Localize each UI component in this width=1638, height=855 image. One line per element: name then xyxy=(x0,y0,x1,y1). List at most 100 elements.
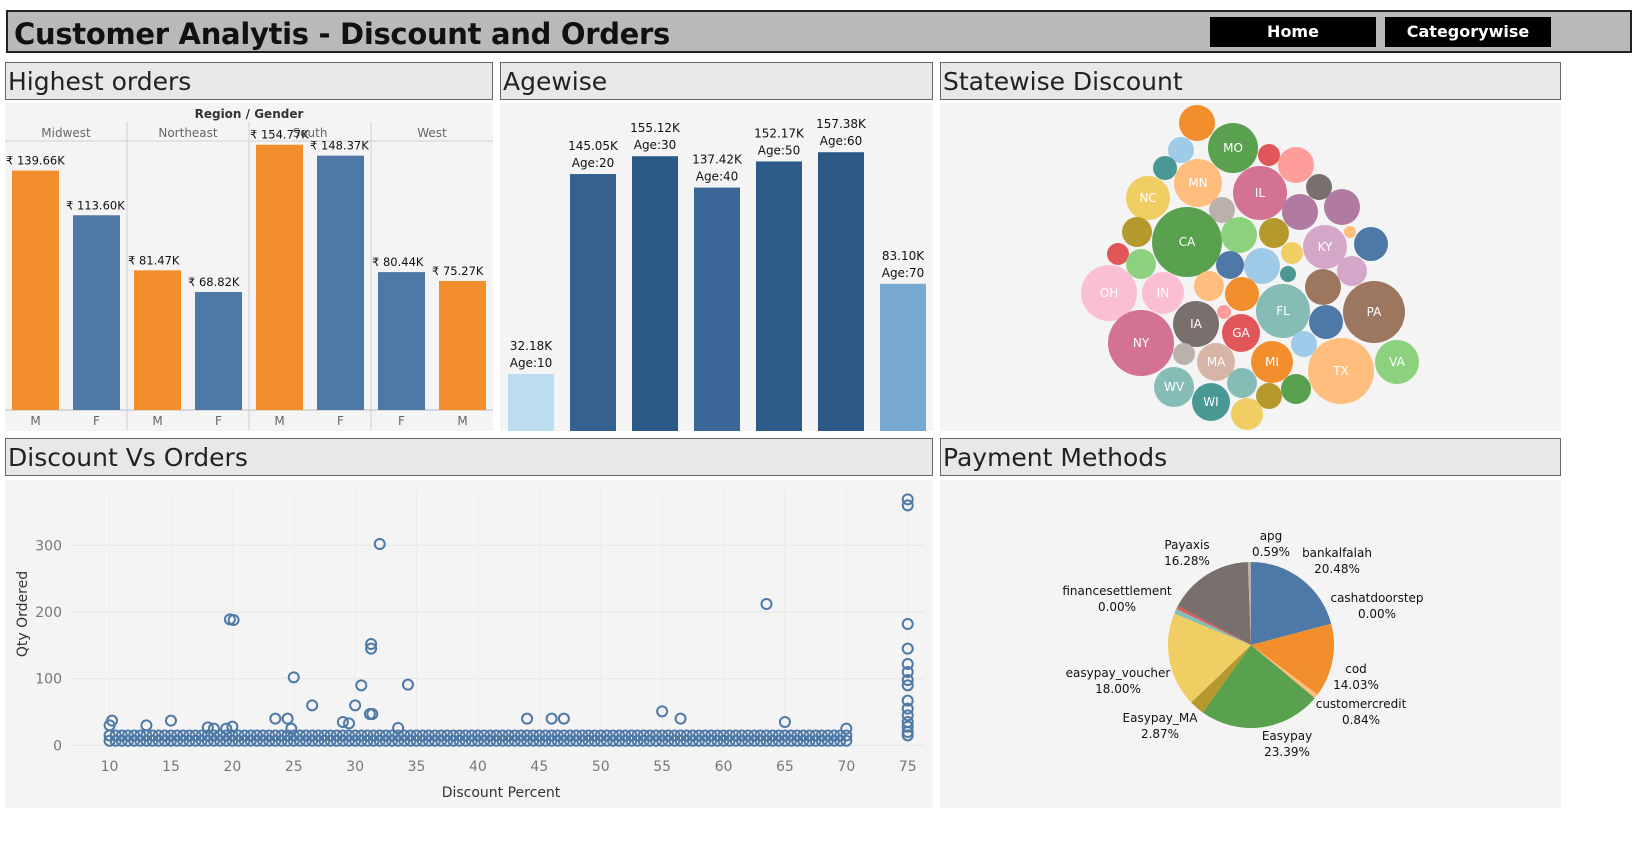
gender-label: F xyxy=(398,414,405,428)
state-bubble-label: FL xyxy=(1276,304,1290,318)
orders-bar-label: ₹ 139.66K xyxy=(6,154,65,168)
scatter-point xyxy=(220,722,233,735)
age-bar-value: 155.12K xyxy=(630,121,681,135)
age-bar-age: Age:20 xyxy=(572,156,615,170)
pie-label-name: cashatdoorstep xyxy=(1330,591,1423,605)
scatter-point xyxy=(901,493,914,506)
orders-bar-label: ₹ 80.44K xyxy=(372,255,424,269)
age-bar-age: Age:10 xyxy=(510,356,553,370)
scatter-point xyxy=(778,716,791,728)
scatter-point xyxy=(840,729,853,742)
gender-label: M xyxy=(457,414,467,428)
state-bubble xyxy=(1122,217,1152,247)
state-bubble xyxy=(1152,207,1222,277)
highest-orders-header: Highest orders xyxy=(5,62,493,100)
scatter-point xyxy=(901,618,914,630)
orders-bar xyxy=(378,272,425,410)
scatter-point xyxy=(106,714,119,727)
orders-bar xyxy=(439,280,486,410)
orders-bar xyxy=(12,170,59,410)
scatter-point xyxy=(306,699,319,712)
age-bar xyxy=(694,187,740,431)
age-bar xyxy=(880,283,926,431)
scatter-ytick: 100 xyxy=(35,672,62,688)
dashboard-title-bar: Customer Analytis - Discount and Orders … xyxy=(6,10,1632,53)
scatter-xtick: 15 xyxy=(162,759,180,775)
scatter-ylabel: Qty Ordered xyxy=(15,571,31,657)
scatter-point xyxy=(207,722,220,735)
age-bar xyxy=(756,161,802,431)
scatter-point xyxy=(674,712,687,725)
scatter-point xyxy=(901,709,914,722)
state-bubble xyxy=(1337,256,1367,286)
age-bar xyxy=(632,156,678,431)
state-bubble-label: IL xyxy=(1255,186,1266,200)
scatter-point xyxy=(901,679,914,692)
scatter-point xyxy=(840,722,853,735)
scatter-point xyxy=(545,712,558,725)
scatter-xtick: 55 xyxy=(653,759,671,775)
discount-vs-orders-title: Discount Vs Orders xyxy=(8,443,248,472)
state-bubble xyxy=(1280,266,1296,282)
pie-label-pct: 0.59% xyxy=(1252,545,1290,559)
state-bubble xyxy=(1281,374,1311,404)
state-bubble xyxy=(1194,271,1224,301)
state-bubble xyxy=(1081,265,1137,321)
state-bubble-label: OH xyxy=(1100,286,1118,300)
state-bubble-label: GA xyxy=(1232,326,1250,340)
agewise-header: Agewise xyxy=(500,62,933,100)
pie-slice xyxy=(1251,562,1332,645)
scatter-point xyxy=(365,642,378,655)
state-bubble xyxy=(1258,144,1280,166)
gender-label: F xyxy=(215,414,222,428)
age-bar-age: Age:70 xyxy=(882,266,925,280)
state-bubble xyxy=(1309,305,1343,339)
state-bubble xyxy=(1256,383,1282,409)
scatter-xtick: 70 xyxy=(837,759,855,775)
scatter-point xyxy=(365,638,378,650)
state-bubble xyxy=(1126,176,1170,220)
pie-label-name: financesettlement xyxy=(1062,584,1172,598)
pie-label-pct: 23.39% xyxy=(1264,745,1310,759)
pie-label-pct: 2.87% xyxy=(1141,727,1179,741)
categorywise-button[interactable]: Categorywise xyxy=(1385,17,1551,47)
pie-slice xyxy=(1251,645,1318,699)
scatter-xtick: 40 xyxy=(469,759,487,775)
state-bubble xyxy=(1278,147,1314,183)
state-bubble-label: IA xyxy=(1190,317,1203,331)
state-bubble xyxy=(1173,301,1219,347)
scatter-point xyxy=(201,721,214,734)
scatter-point xyxy=(901,499,914,512)
age-bar-age: Age:60 xyxy=(820,134,863,148)
age-bar-age: Age:40 xyxy=(696,170,739,184)
pie-label-pct: 0.84% xyxy=(1342,713,1380,727)
age-bar-age: Age:50 xyxy=(758,143,801,157)
scatter-point xyxy=(336,716,349,728)
orders-bar-label: ₹ 148.37K xyxy=(310,139,369,153)
state-bubble xyxy=(1233,166,1287,220)
state-bubble-label: NC xyxy=(1139,191,1156,205)
home-button[interactable]: Home xyxy=(1210,17,1376,47)
scatter-point xyxy=(760,598,773,610)
scatter-xtick: 60 xyxy=(715,759,733,775)
scatter-xtick: 10 xyxy=(101,759,119,775)
scatter-point xyxy=(355,679,368,692)
scatter-xtick: 50 xyxy=(592,759,610,775)
state-bubble xyxy=(1217,305,1231,319)
payment-methods-header: Payment Methods xyxy=(940,438,1561,476)
pie-label-name: Easypay_MA xyxy=(1123,711,1199,725)
pie-label-name: customercredit xyxy=(1316,697,1407,711)
state-bubble xyxy=(1173,343,1195,365)
state-bubble xyxy=(1174,159,1222,207)
dashboard-title: Customer Analytis - Discount and Orders xyxy=(14,17,671,51)
orders-bar xyxy=(195,292,242,410)
scatter-point xyxy=(226,720,239,733)
pie-slice xyxy=(1191,645,1251,713)
scatter-ytick: 200 xyxy=(35,605,62,621)
gender-label: M xyxy=(30,414,40,428)
scatter-ytick: 300 xyxy=(35,538,62,554)
state-bubble xyxy=(1354,227,1388,261)
age-bar xyxy=(570,174,616,431)
state-bubble xyxy=(1231,398,1263,430)
state-bubble-label: MI xyxy=(1265,355,1279,369)
